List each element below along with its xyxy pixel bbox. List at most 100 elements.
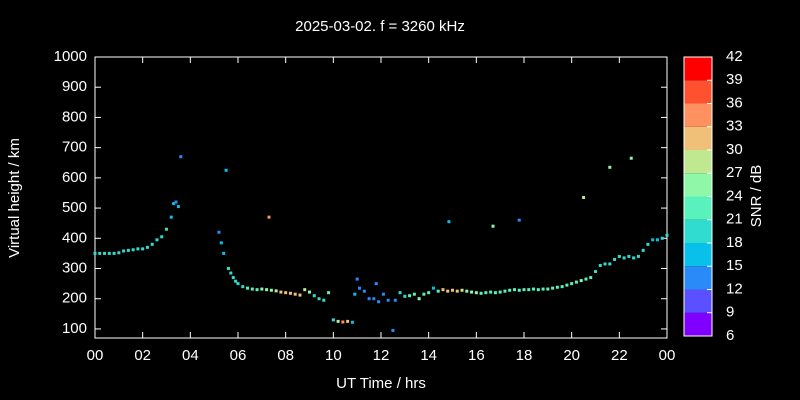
data-point	[629, 156, 633, 160]
data-point	[150, 242, 154, 246]
data-point	[331, 318, 335, 322]
data-point	[470, 290, 474, 294]
data-point	[362, 289, 366, 293]
colorbar-band	[684, 103, 712, 127]
data-point	[126, 248, 130, 252]
colorbar-band	[684, 196, 712, 220]
data-point	[298, 293, 302, 297]
data-point	[322, 298, 326, 302]
plot-frame	[94, 56, 668, 339]
data-point	[174, 200, 178, 204]
x-tick-label: 08	[277, 347, 294, 364]
data-point	[327, 291, 331, 295]
colorbar-band	[684, 173, 712, 197]
data-point	[317, 297, 321, 301]
colorbar-label: SNR / dB	[748, 165, 765, 228]
y-tick-label: 500	[62, 199, 87, 216]
data-point	[479, 291, 483, 295]
data-point	[491, 224, 495, 228]
data-point	[551, 286, 555, 290]
data-point	[246, 286, 250, 290]
data-point	[622, 256, 626, 260]
data-point	[579, 279, 583, 283]
data-point	[398, 291, 402, 295]
data-point	[122, 249, 126, 253]
data-point	[484, 291, 488, 295]
data-point	[303, 288, 307, 292]
data-point	[508, 288, 512, 292]
data-point	[155, 238, 159, 242]
data-point	[160, 235, 164, 239]
data-point	[255, 288, 259, 292]
colorbar-tick-label: 21	[726, 211, 743, 228]
data-point	[145, 245, 149, 249]
y-tick-label: 900	[62, 78, 87, 95]
colorbar-tick-label: 12	[726, 280, 743, 297]
data-point	[346, 319, 350, 323]
colorbar-band	[684, 312, 712, 336]
data-point	[427, 291, 431, 295]
data-point	[417, 297, 421, 301]
data-point	[608, 165, 612, 169]
data-point	[381, 292, 385, 296]
data-point	[107, 251, 111, 255]
data-point	[503, 289, 507, 293]
colorbar-band	[684, 150, 712, 174]
data-point	[176, 205, 180, 209]
data-point	[498, 290, 502, 294]
data-point	[403, 294, 407, 298]
x-tick-label: 06	[230, 347, 247, 364]
data-point	[527, 288, 531, 292]
data-point	[665, 233, 669, 237]
data-point	[613, 257, 617, 261]
data-point	[584, 277, 588, 281]
data-point	[627, 254, 631, 258]
data-point	[231, 276, 235, 280]
data-point	[532, 287, 536, 291]
data-point	[570, 282, 574, 286]
data-point	[353, 292, 357, 296]
data-point	[355, 277, 359, 281]
data-point	[336, 319, 340, 323]
colorbar-tick-label: 42	[726, 48, 743, 65]
data-point	[474, 291, 478, 295]
data-point	[236, 282, 240, 286]
data-point	[455, 289, 459, 293]
data-point	[598, 263, 602, 267]
colorbar-band	[684, 126, 712, 150]
data-point	[274, 289, 278, 293]
colorbar-band	[684, 57, 712, 81]
colorbar-band	[684, 219, 712, 243]
data-point	[219, 241, 223, 245]
data-point	[265, 288, 269, 292]
data-point	[341, 320, 345, 324]
x-tick-label: 10	[325, 347, 342, 364]
data-point	[386, 298, 390, 302]
x-tick-label: 22	[611, 347, 628, 364]
data-point	[546, 287, 550, 291]
data-point	[293, 292, 297, 296]
data-point	[517, 218, 521, 222]
data-point	[582, 196, 586, 199]
data-point	[517, 288, 521, 292]
colorbar-tick-label: 15	[726, 257, 743, 274]
data-point	[560, 285, 564, 289]
x-tick-label: 16	[468, 347, 485, 364]
data-point	[636, 254, 640, 258]
data-point	[660, 236, 664, 240]
x-axis-label: UT Time / hrs	[336, 375, 426, 392]
x-tick-label: 20	[563, 347, 580, 364]
colorbar-tick-label: 33	[726, 118, 743, 135]
data-point	[224, 168, 228, 172]
data-point	[447, 220, 451, 224]
data-point	[312, 294, 316, 298]
data-point	[391, 328, 395, 332]
data-point	[489, 290, 493, 294]
data-point	[141, 247, 145, 251]
data-point	[172, 202, 176, 206]
colorbar-tick-label: 39	[726, 71, 743, 88]
data-point	[465, 289, 469, 293]
colorbar-tick-label: 9	[726, 304, 734, 321]
data-point	[117, 251, 121, 255]
data-point	[288, 291, 292, 295]
